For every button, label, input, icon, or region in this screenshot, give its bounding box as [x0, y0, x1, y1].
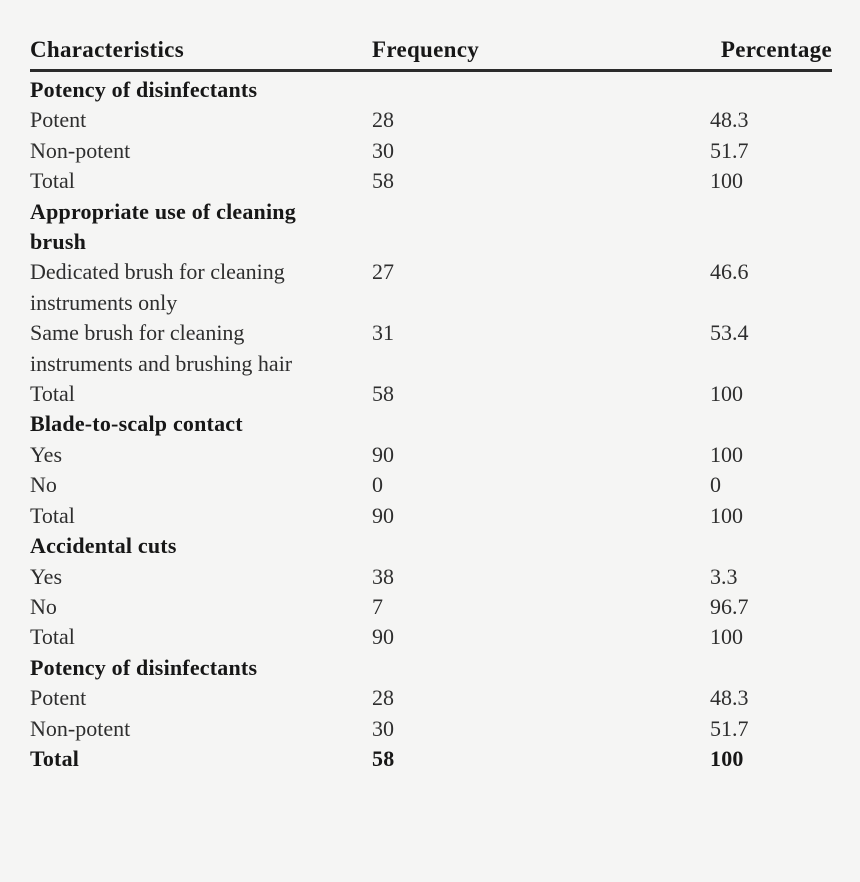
row-label: Potency of disinfectants [30, 654, 258, 680]
row-label: Total [30, 502, 75, 528]
row-label: Potent [30, 685, 87, 711]
table-row: Yes 90 100 [30, 440, 832, 470]
table-row: Total 58 100 [30, 379, 832, 409]
row-label: Non-potent [30, 137, 131, 163]
row-percentage [710, 197, 832, 258]
row-label: Non-potent [30, 715, 131, 741]
row-frequency: 7 [372, 593, 383, 619]
row-percentage [710, 409, 832, 439]
row-label: Total [30, 168, 75, 194]
row-label: Yes [30, 441, 63, 467]
row-frequency [372, 653, 710, 683]
row-label: Total [30, 381, 75, 407]
row-label: Total [30, 745, 80, 771]
row-percentage: 53.4 [710, 320, 749, 346]
table-row: Non-potent 30 51.7 [30, 136, 832, 166]
section-header-row: Blade-to-scalp contact [30, 409, 832, 439]
row-frequency: 28 [372, 107, 394, 133]
row-label: Appropriate use of cleaning brush [30, 198, 296, 255]
row-frequency: 31 [372, 320, 394, 346]
table-row: Total 90 100 [30, 501, 832, 531]
row-frequency: 90 [372, 502, 394, 528]
row-label: Same brush for cleaning instruments and … [30, 320, 293, 376]
section-header-row: Appropriate use of cleaning brush [30, 197, 832, 258]
row-percentage: 3.3 [710, 563, 738, 589]
row-label: No [30, 593, 57, 619]
table-header-row: Characteristics Frequency Percentage [30, 36, 832, 72]
row-frequency: 30 [372, 137, 394, 163]
row-frequency [372, 531, 710, 561]
row-percentage: 100 [710, 168, 743, 194]
row-percentage: 100 [710, 624, 743, 650]
row-frequency [372, 197, 710, 258]
page: Characteristics Frequency Percentage Pot… [0, 36, 860, 882]
row-percentage [710, 653, 832, 683]
row-frequency: 90 [372, 624, 394, 650]
row-percentage: 48.3 [710, 107, 749, 133]
table-row: Potent 28 48.3 [30, 105, 832, 135]
row-frequency [372, 71, 710, 106]
row-label: Accidental cuts [30, 533, 177, 559]
row-percentage: 0 [710, 472, 721, 498]
table-row: No 7 96.7 [30, 592, 832, 622]
row-percentage [710, 531, 832, 561]
table-row: Total 58 100 [30, 166, 832, 196]
column-header-percentage: Percentage [710, 36, 832, 72]
column-header-characteristics: Characteristics [30, 36, 372, 72]
section-header-row: Potency of disinfectants [30, 71, 832, 106]
row-percentage: 51.7 [710, 715, 749, 741]
row-label: Potent [30, 107, 87, 133]
table-row: Potent 28 48.3 [30, 683, 832, 713]
section-header-row: Accidental cuts [30, 531, 832, 561]
row-percentage: 100 [710, 381, 743, 407]
row-label: Potency of disinfectants [30, 77, 258, 102]
table-row: Total 58 100 [30, 744, 832, 774]
section-header-row: Potency of disinfectants [30, 653, 832, 683]
table-row: Dedicated brush for cleaning instruments… [30, 257, 832, 318]
row-frequency: 38 [372, 563, 394, 589]
row-percentage [710, 71, 832, 106]
row-percentage: 48.3 [710, 685, 749, 711]
table-header: Characteristics Frequency Percentage [30, 36, 832, 72]
row-frequency: 58 [372, 745, 395, 771]
table-row: Yes 38 3.3 [30, 562, 832, 592]
row-label: Blade-to-scalp contact [30, 411, 243, 437]
row-label: Total [30, 624, 75, 650]
row-label: Yes [30, 563, 63, 589]
table-row: Non-potent 30 51.7 [30, 714, 832, 744]
row-frequency: 0 [372, 472, 383, 498]
row-label: No [30, 472, 57, 498]
row-frequency: 30 [372, 715, 394, 741]
row-label: Dedicated brush for cleaning instruments… [30, 259, 285, 315]
row-frequency: 28 [372, 685, 394, 711]
row-frequency: 58 [372, 168, 394, 194]
table-body: Potency of disinfectants Potent 28 48.3 Non-… [30, 71, 832, 775]
row-frequency [372, 409, 710, 439]
row-frequency: 90 [372, 441, 394, 467]
table-row: Same brush for cleaning instruments and … [30, 318, 832, 379]
table-row: No 0 0 [30, 470, 832, 500]
row-percentage: 100 [710, 441, 743, 467]
row-frequency: 27 [372, 259, 394, 285]
row-percentage: 100 [710, 502, 743, 528]
table-row: Total 90 100 [30, 622, 832, 652]
row-frequency: 58 [372, 381, 394, 407]
row-percentage: 100 [710, 745, 744, 771]
row-percentage: 96.7 [710, 593, 749, 619]
frequency-table: Characteristics Frequency Percentage Pot… [30, 36, 832, 774]
column-header-frequency: Frequency [372, 36, 710, 72]
row-percentage: 46.6 [710, 259, 749, 285]
row-percentage: 51.7 [710, 137, 749, 163]
